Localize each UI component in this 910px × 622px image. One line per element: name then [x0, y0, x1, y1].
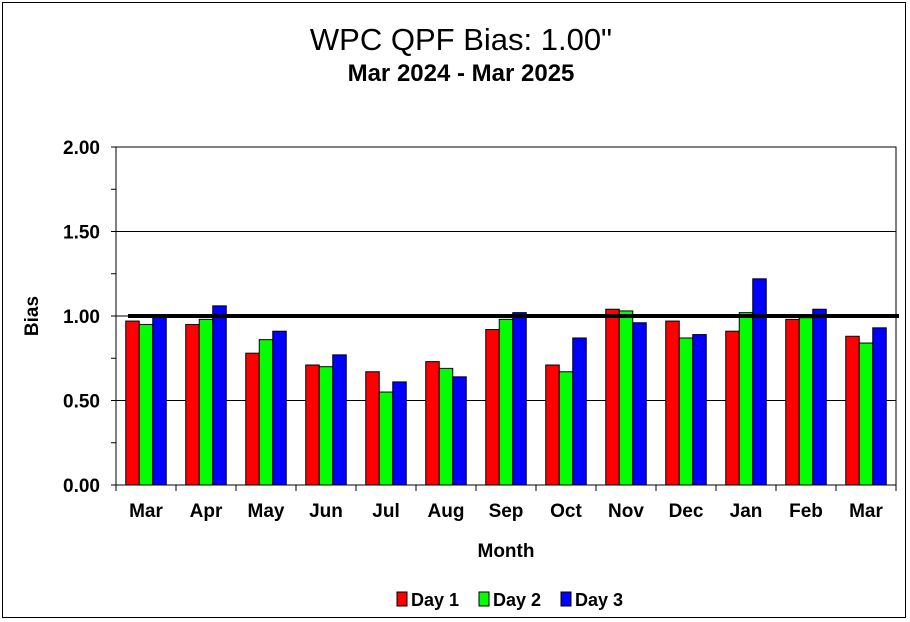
bar-day-3 — [212, 305, 227, 486]
x-tick-label: Mar — [129, 501, 163, 522]
bar-day-3 — [752, 278, 767, 486]
bar-day-2 — [678, 337, 694, 486]
bar-day-2 — [558, 371, 574, 486]
bar-day-1 — [545, 364, 560, 486]
x-tick-label: Jul — [372, 501, 399, 522]
bar-day-1 — [725, 330, 740, 486]
bar-day-1 — [425, 361, 440, 486]
bar-day-1 — [665, 320, 680, 486]
y-axis-label: Bias — [22, 296, 43, 336]
y-tick-label: 2.00 — [63, 138, 100, 159]
bar-day-2 — [798, 317, 814, 486]
bar-day-2 — [738, 312, 754, 486]
bar-day-1 — [125, 320, 140, 486]
x-tick-label: Nov — [608, 501, 644, 522]
x-tick-label: Dec — [669, 501, 704, 522]
chart-title: WPC QPF Bias: 1.00" — [310, 22, 612, 57]
bar-day-2 — [198, 318, 214, 486]
chart-subtitle: Mar 2024 - Mar 2025 — [348, 60, 575, 87]
y-tick-label: 0.50 — [63, 392, 100, 413]
x-tick-label: May — [248, 501, 285, 522]
bar-day-1 — [485, 329, 500, 486]
bar-day-1 — [785, 318, 800, 486]
bar-day-1 — [245, 352, 260, 486]
bar-day-1 — [305, 364, 320, 486]
legend-swatch — [560, 591, 572, 607]
y-tick-label: 0.00 — [63, 476, 100, 497]
bar-day-2 — [318, 366, 334, 486]
bar-day-3 — [332, 354, 347, 486]
bar-day-2 — [498, 318, 514, 486]
legend-swatch — [478, 591, 490, 607]
y-tick-label: 1.00 — [63, 307, 100, 328]
bar-day-1 — [365, 371, 380, 486]
bar-day-3 — [632, 322, 647, 486]
y-tick-labels: 0.00 0.50 1.00 1.50 2.00 — [63, 138, 100, 497]
y-tick-label: 1.50 — [63, 223, 100, 244]
legend-label: Day 1 — [411, 590, 459, 610]
x-tick-label: Sep — [489, 501, 524, 522]
x-tick-label: Apr — [190, 501, 223, 522]
bar-day-3 — [452, 376, 467, 486]
bar-day-2 — [618, 310, 634, 486]
bar-day-2 — [258, 339, 274, 486]
x-tick-label: Jan — [730, 501, 763, 522]
bar-day-3 — [872, 327, 887, 486]
bar-day-1 — [605, 308, 620, 486]
bar-day-3 — [392, 381, 407, 486]
bar-day-1 — [845, 335, 860, 486]
bar-day-2 — [858, 342, 874, 486]
bar-day-3 — [272, 330, 287, 486]
x-tick-label: Aug — [428, 501, 465, 522]
legend-label: Day 3 — [575, 590, 623, 610]
bar-day-3 — [152, 315, 167, 486]
bar-day-2 — [138, 323, 154, 486]
bar-day-2 — [438, 367, 454, 486]
legend-swatch — [396, 591, 408, 607]
legend-label: Day 2 — [493, 590, 541, 610]
x-tick-label: Jun — [309, 501, 343, 522]
bar-day-3 — [692, 334, 707, 486]
x-tick-label: Oct — [550, 501, 582, 522]
bar-day-3 — [812, 308, 827, 486]
bars — [125, 278, 887, 486]
x-axis-label: Month — [478, 541, 535, 562]
legend: Day 1 Day 2 Day 3 — [396, 590, 623, 610]
bar-day-3 — [572, 337, 587, 486]
bar-day-2 — [378, 391, 394, 486]
bar-day-3 — [512, 312, 527, 486]
bar-day-1 — [185, 323, 200, 486]
x-tick-label: Mar — [849, 501, 883, 522]
x-tick-labels: Mar Apr May Jun Jul Aug Sep Oct Nov Dec Jan Feb Mar — [129, 501, 883, 522]
axes — [111, 146, 897, 491]
x-tick-label: Feb — [789, 501, 823, 522]
